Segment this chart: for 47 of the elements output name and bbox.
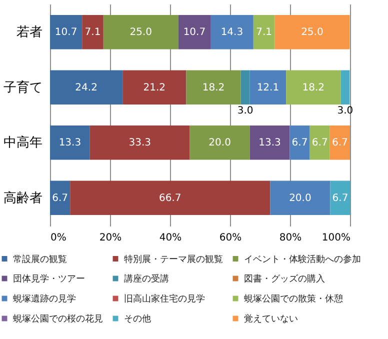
data-label: 13.3 xyxy=(58,138,82,149)
data-label: 6.7 xyxy=(332,138,348,149)
data-label: 3.0 xyxy=(237,105,254,116)
data-label: 66.7 xyxy=(159,192,182,204)
data-label: 20.0 xyxy=(289,192,312,204)
legend-label: 団体見学・ツアー xyxy=(13,274,85,284)
y-tick-label: 若者 xyxy=(16,25,42,40)
data-label: 10.7 xyxy=(54,27,78,38)
data-label: 33.3 xyxy=(128,138,151,149)
data-label: 10.7 xyxy=(183,27,206,38)
data-label: 6.7 xyxy=(52,192,68,204)
data-label: 25.0 xyxy=(130,27,152,38)
legend-label: 蜆塚公園での桜の花見 xyxy=(13,314,103,324)
y-tick-label: 中高年 xyxy=(4,134,42,151)
legend-label: 蜆塚公園での散策・休憩 xyxy=(244,294,343,304)
legend-label: 蜆塚遺跡の見学 xyxy=(13,294,76,304)
data-label: 7.1 xyxy=(256,27,272,38)
legend-label: 講座の受講 xyxy=(124,274,169,284)
data-label: 20.0 xyxy=(208,138,231,149)
data-label: 18.2 xyxy=(302,82,325,94)
legend-label: 常設展の観覧 xyxy=(13,254,67,265)
legend-label: 覚えていない xyxy=(244,314,298,324)
x-tick-label: 80% xyxy=(279,232,302,244)
x-tick-label: 40% xyxy=(159,232,182,244)
y-tick-label: 高齢者 xyxy=(4,190,42,206)
data-label: 21.2 xyxy=(143,82,166,94)
y-tick-label: 子育て xyxy=(4,79,42,96)
x-tick-label: 100% xyxy=(322,232,350,244)
data-label: 13.3 xyxy=(258,138,281,149)
data-label: 6.7 xyxy=(332,192,348,204)
data-label: 3.0 xyxy=(337,105,354,116)
data-label: 12.1 xyxy=(256,82,280,94)
data-label: 7.1 xyxy=(84,27,101,38)
data-label: 14.3 xyxy=(220,27,244,38)
data-label: 24.2 xyxy=(75,82,98,94)
data-label: 25.0 xyxy=(301,27,324,38)
x-tick-label: 0% xyxy=(50,232,66,244)
data-label: 6.7 xyxy=(292,138,308,149)
x-tick-label: 60% xyxy=(219,232,242,244)
legend-label: 旧高山家住宅の見学 xyxy=(124,294,205,304)
legend-label: その他 xyxy=(124,314,151,324)
legend-label: 図書・グッズの購入 xyxy=(244,274,325,284)
legend-label: イベント・体験活動への参加 xyxy=(244,254,361,265)
data-label: 18.2 xyxy=(202,82,225,94)
legend-label: 特別展・テーマ展の観覧 xyxy=(124,254,223,265)
x-tick-label: 20% xyxy=(99,232,122,244)
data-label: 6.7 xyxy=(312,138,328,149)
